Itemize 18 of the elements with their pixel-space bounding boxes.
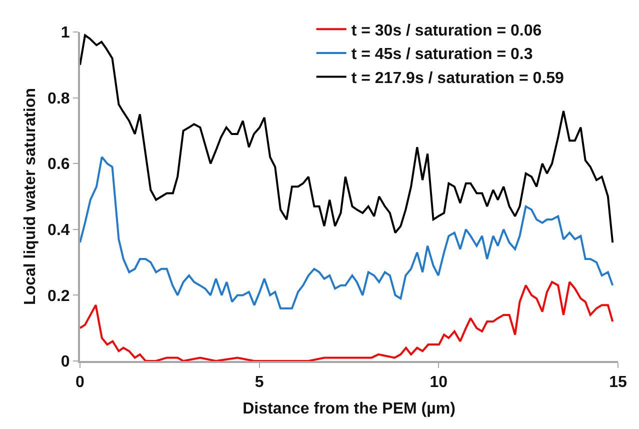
y-tick-label: 1: [60, 24, 70, 42]
y-tick-label: 0.2: [48, 288, 70, 305]
line-series: [80, 156, 614, 310]
legend-label: t = 30s / saturation = 0.06: [351, 22, 542, 40]
y-tick-label: 0.8: [48, 90, 70, 108]
line-series: [80, 281, 614, 361]
x-tick-label: 10: [430, 374, 448, 392]
x-tick-label: 15: [609, 374, 627, 392]
x-tick-label: 5: [254, 374, 264, 392]
x-axis-title: Distance from the PEM (µm): [242, 400, 456, 418]
y-tick-label: 0: [60, 354, 70, 371]
y-axis-title: Local liquid water saturation: [22, 88, 39, 305]
y-tick-label: 0.4: [48, 222, 70, 239]
y-tick-label: 0.6: [48, 156, 70, 174]
x-tick-label: 0: [76, 374, 85, 392]
line-series: [80, 34, 614, 244]
legend-label: t = 45s / saturation = 0.3: [351, 46, 533, 64]
legend-label: t = 217.9s / saturation = 0.59: [351, 70, 564, 87]
